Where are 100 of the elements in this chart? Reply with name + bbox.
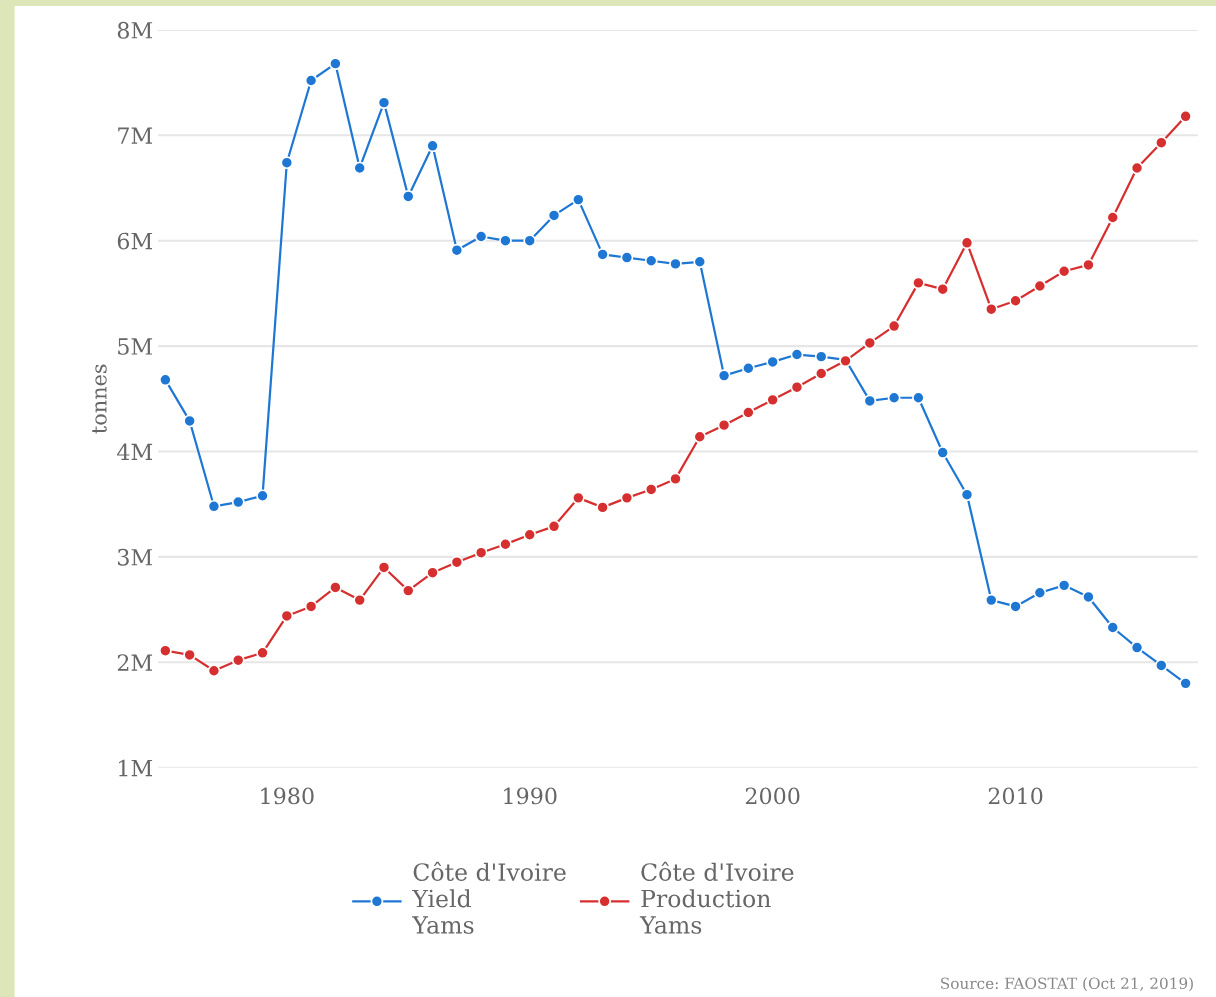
point	[1082, 258, 1095, 272]
x-tick-label: 2000	[745, 787, 800, 805]
point	[329, 57, 342, 71]
y-tick-label: 8M	[117, 21, 153, 39]
point	[426, 139, 439, 153]
x-tick-label: 1980	[261, 787, 314, 805]
point	[984, 593, 998, 607]
point	[1179, 676, 1193, 690]
point	[1057, 578, 1071, 592]
point	[426, 566, 439, 580]
point	[620, 251, 634, 264]
point	[499, 537, 512, 551]
point	[231, 495, 245, 509]
point	[620, 491, 634, 505]
point	[717, 369, 731, 383]
legend-label: Côte d'Ivoire Production Yams	[639, 861, 794, 934]
point	[377, 96, 391, 110]
point	[1057, 264, 1071, 278]
point	[450, 555, 464, 569]
point	[183, 414, 197, 428]
x-tick-label: 1990	[504, 787, 557, 805]
point	[1106, 621, 1120, 634]
y-tick-label: 5M	[118, 338, 153, 355]
point	[401, 584, 415, 598]
point	[1130, 161, 1144, 175]
point	[183, 648, 197, 662]
point	[596, 500, 610, 514]
point	[547, 209, 561, 222]
legend-label: Côte d'Ivoire Yield Yams	[412, 861, 566, 934]
y-tick-label: 3M	[118, 548, 153, 566]
point	[1082, 590, 1095, 604]
y-tick-label: 6M	[117, 232, 153, 250]
point	[377, 561, 391, 574]
point	[984, 302, 998, 316]
point	[936, 282, 950, 296]
point	[790, 380, 804, 394]
point	[280, 156, 294, 170]
point	[1130, 641, 1144, 654]
y-axis-title: tonnes	[92, 364, 107, 434]
point	[329, 581, 342, 594]
point	[547, 519, 561, 533]
point	[256, 646, 269, 660]
point	[280, 609, 294, 623]
point	[887, 319, 901, 333]
point	[693, 430, 707, 444]
point	[669, 257, 682, 271]
point	[158, 373, 172, 387]
point	[1179, 109, 1193, 123]
point	[766, 355, 780, 369]
point	[571, 193, 585, 206]
point	[474, 230, 488, 243]
point	[256, 489, 269, 503]
point	[814, 350, 828, 364]
y-tick-label: 1M	[119, 759, 153, 777]
point	[1154, 136, 1168, 150]
point	[1033, 586, 1047, 600]
point	[596, 248, 610, 261]
point	[1154, 659, 1168, 672]
point	[741, 361, 755, 375]
point	[693, 255, 707, 269]
point	[912, 391, 925, 405]
point	[644, 483, 658, 496]
point	[1106, 211, 1120, 224]
y-tick-label: 2M	[117, 654, 153, 671]
point	[1033, 279, 1047, 293]
point	[936, 446, 950, 459]
y-tick-label: 4M	[117, 443, 153, 460]
y-tick-label: 7M	[118, 127, 153, 144]
point	[790, 348, 804, 361]
point	[863, 394, 877, 408]
point	[304, 600, 318, 613]
point	[499, 234, 512, 248]
point	[474, 546, 488, 560]
point	[523, 234, 537, 248]
point	[887, 391, 901, 405]
point	[207, 499, 221, 513]
point	[523, 528, 537, 542]
point	[207, 664, 221, 678]
point	[912, 276, 925, 290]
point	[960, 488, 974, 502]
point	[353, 161, 367, 175]
point	[644, 254, 658, 268]
point	[863, 336, 877, 350]
point	[450, 243, 464, 257]
point	[814, 367, 828, 380]
point	[1009, 294, 1022, 308]
point	[571, 491, 585, 505]
point	[401, 190, 415, 203]
point	[741, 406, 755, 419]
point	[158, 644, 172, 658]
point	[231, 653, 245, 667]
source-note: Source: FAOSTAT (Oct 21, 2019)	[941, 977, 1193, 992]
point	[669, 472, 682, 486]
point	[304, 74, 318, 87]
point	[766, 393, 780, 407]
point	[1009, 600, 1022, 613]
point	[960, 236, 974, 250]
x-tick-label: 2010	[988, 787, 1043, 805]
point	[353, 593, 367, 607]
point	[717, 418, 731, 432]
